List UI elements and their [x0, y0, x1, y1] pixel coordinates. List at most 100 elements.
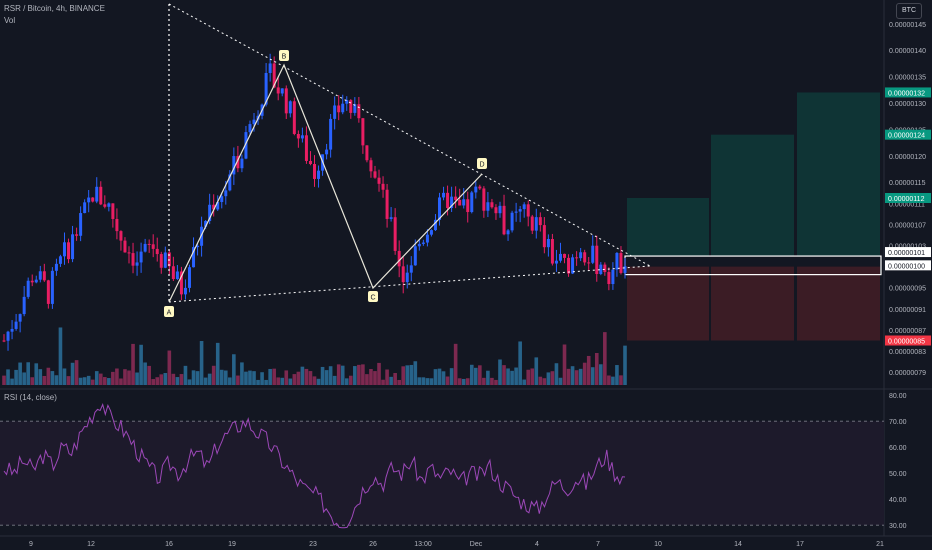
rsi-tick-label: 30.00 [889, 523, 907, 530]
candle-body [595, 245, 599, 275]
candle-body [300, 135, 304, 139]
currency-badge[interactable]: BTC [896, 3, 922, 19]
time-tick-label: 9 [29, 541, 33, 548]
volume-bar [135, 372, 139, 385]
abcd-pattern[interactable]: A B C D [164, 3, 651, 317]
candle-body [244, 132, 248, 159]
volume-bar [453, 343, 458, 385]
candle-body [583, 252, 587, 263]
price-tick-label: 0.00000145 [889, 22, 926, 29]
volume-bar [115, 368, 119, 385]
volume-bar [461, 378, 466, 385]
stop-zone [711, 266, 794, 341]
volume-bar [469, 364, 474, 385]
candle-body [353, 104, 357, 113]
candle-body [79, 213, 83, 236]
candle-body [87, 197, 91, 203]
pattern-point-label: D [479, 162, 484, 169]
volume-bar [90, 379, 95, 385]
candle-body [119, 231, 123, 241]
volume-bar [171, 373, 176, 385]
price-tick-label: 0.00000083 [889, 349, 926, 356]
price-axis-badge-text: 0.00000112 [888, 196, 925, 203]
volume-bar [46, 367, 51, 385]
volume-bar [393, 373, 397, 385]
candle-body [288, 101, 292, 114]
candle-body [107, 203, 111, 207]
rsi-pane: 80.00 70.00 60.00 50.00 40.00 30.00 [0, 393, 907, 530]
volume-bar [377, 362, 381, 385]
candle-body [292, 101, 296, 134]
candle-body [530, 216, 534, 231]
candle-body [490, 202, 494, 208]
price-axis-badge [885, 335, 931, 346]
volume-bar [6, 369, 10, 385]
volume-bar [518, 341, 522, 385]
candle-body [429, 230, 433, 235]
upper-trendline [168, 3, 651, 267]
volume-bar [111, 371, 115, 385]
volume-bar [215, 342, 220, 385]
volume-bar [70, 362, 75, 385]
abcd-legs [168, 63, 483, 303]
volume-bar [482, 377, 486, 385]
candle-body [103, 204, 107, 207]
candle-body [248, 124, 252, 133]
volume-bar [62, 368, 67, 385]
pattern-point-badge [477, 158, 487, 169]
candle-body [417, 243, 421, 247]
price-tick-label: 0.00000079 [889, 370, 926, 377]
candle-body [284, 88, 288, 114]
candle-body [381, 183, 385, 190]
candle-body [159, 254, 163, 268]
candle-body [425, 234, 429, 243]
price-axis-badge-text: 0.00000101 [888, 250, 925, 257]
candle-body [442, 192, 446, 198]
volume-bar [385, 369, 389, 385]
price-axis-badge [885, 87, 931, 98]
candle-body [175, 271, 179, 279]
volume-legend[interactable]: Vol [4, 16, 16, 25]
candle-body [115, 218, 119, 232]
candle-body [546, 238, 550, 248]
volume-bar [195, 371, 200, 385]
candle-body [240, 158, 244, 169]
volume-bar [264, 379, 268, 385]
volume-bar [199, 341, 204, 385]
volume-bar [538, 376, 543, 385]
candle-body [373, 171, 377, 178]
rsi-legend[interactable]: RSI (14, close) [4, 393, 57, 402]
candle-body [280, 88, 284, 94]
rsi-tick-label: 70.00 [889, 419, 907, 426]
symbol-legend[interactable]: RSR / Bitcoin, 4h, BINANCE [4, 4, 105, 13]
candle-body [6, 331, 10, 341]
volume-bar [240, 362, 244, 385]
candle-body [470, 192, 474, 213]
volume-bar [369, 369, 373, 385]
price-axis-badge-text: 0.00000100 [888, 263, 925, 270]
candle-body [62, 242, 66, 257]
candle-body [510, 212, 514, 231]
candle-body [478, 186, 482, 189]
volume-bar [219, 369, 224, 385]
volume-bar [445, 376, 450, 385]
volume-bar [336, 364, 341, 385]
candle-body [462, 199, 466, 206]
volume-bar [256, 379, 260, 385]
candle-body [349, 100, 353, 113]
candle-body [526, 204, 530, 217]
volume-bar [353, 366, 357, 385]
price-axis-badge [885, 247, 931, 258]
rsi-tick-label: 60.00 [889, 445, 907, 452]
candle-body [34, 279, 38, 283]
candle-body [135, 262, 139, 266]
candle-body [438, 197, 442, 220]
candle-body [272, 63, 276, 88]
stop-zone [627, 266, 709, 341]
volume-bar [594, 352, 599, 385]
volume-bar [554, 363, 559, 385]
volume-bar [607, 375, 611, 385]
volume-bar [328, 366, 333, 385]
candle-body [236, 156, 240, 169]
